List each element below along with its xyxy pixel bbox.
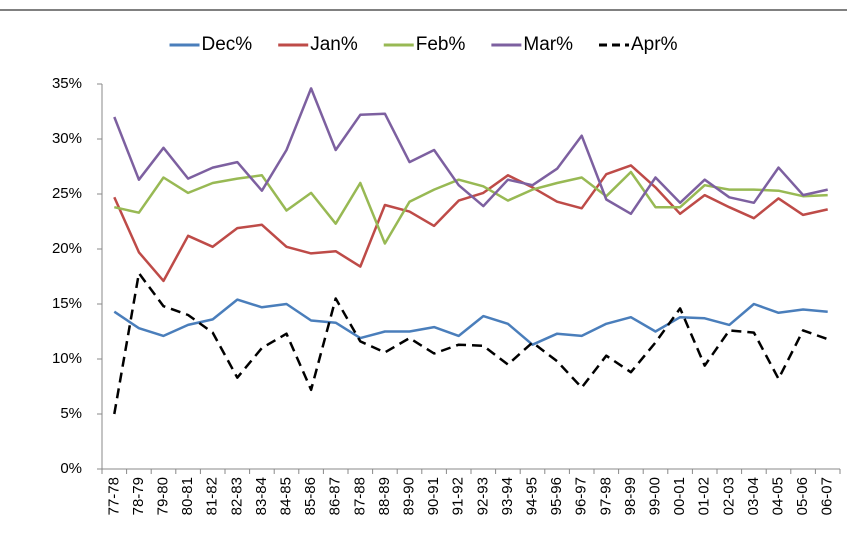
legend-label: Feb% bbox=[416, 34, 466, 55]
legend-label: Jan% bbox=[310, 34, 358, 55]
x-tick-label: 92-93 bbox=[474, 477, 491, 515]
legend-label: Mar% bbox=[523, 34, 573, 55]
x-tick-label: 01-02 bbox=[696, 477, 713, 515]
x-tick-label: 81-82 bbox=[204, 477, 221, 515]
y-tick-label: 0% bbox=[60, 460, 82, 477]
y-tick-label: 25% bbox=[52, 185, 82, 202]
x-tick-label: 84-85 bbox=[277, 477, 294, 515]
y-tick-label: 30% bbox=[52, 130, 82, 147]
x-tick-label: 83-84 bbox=[253, 477, 270, 515]
x-tick-label: 82-83 bbox=[228, 477, 245, 515]
series-line bbox=[113, 298, 828, 346]
x-tick-label: 93-94 bbox=[499, 477, 516, 515]
y-tick-label: 15% bbox=[52, 295, 82, 312]
series-line bbox=[113, 87, 828, 216]
x-tick-label: 97-98 bbox=[597, 477, 614, 515]
x-tick-label: 98-99 bbox=[622, 477, 639, 515]
y-tick-label: 5% bbox=[60, 405, 82, 422]
x-tick-label: 91-92 bbox=[450, 477, 467, 515]
series-line bbox=[113, 271, 829, 415]
x-tick-label: 02-03 bbox=[720, 477, 737, 515]
series-line bbox=[114, 170, 828, 245]
x-tick-label: 04-05 bbox=[769, 477, 786, 515]
y-tick-label: 35% bbox=[52, 75, 82, 92]
x-tick-label: 78-79 bbox=[130, 477, 147, 515]
x-tick-label: 03-04 bbox=[745, 477, 762, 515]
x-tick-label: 99-00 bbox=[646, 477, 663, 515]
x-tick-label: 88-89 bbox=[376, 477, 393, 515]
x-tick-label: 94-95 bbox=[523, 477, 540, 515]
legend-label: Dec% bbox=[202, 34, 253, 55]
x-tick-label: 77-78 bbox=[105, 477, 122, 515]
x-tick-label: 85-86 bbox=[302, 477, 319, 515]
x-tick-label: 79-80 bbox=[154, 477, 171, 515]
x-tick-label: 87-88 bbox=[351, 477, 368, 515]
x-tick-label: 95-96 bbox=[548, 477, 565, 515]
x-tick-label: 06-07 bbox=[819, 477, 836, 515]
y-tick-label: 10% bbox=[52, 350, 82, 367]
x-tick-label: 90-91 bbox=[425, 477, 442, 515]
x-tick-label: 96-97 bbox=[573, 477, 590, 515]
y-tick-label: 20% bbox=[52, 240, 82, 257]
x-tick-label: 89-90 bbox=[400, 477, 417, 515]
x-tick-label: 00-01 bbox=[671, 477, 688, 515]
x-tick-label: 05-06 bbox=[794, 477, 811, 515]
x-tick-label: 86-87 bbox=[327, 477, 344, 515]
x-tick-label: 80-81 bbox=[179, 477, 196, 515]
legend-label: Apr% bbox=[631, 34, 678, 55]
